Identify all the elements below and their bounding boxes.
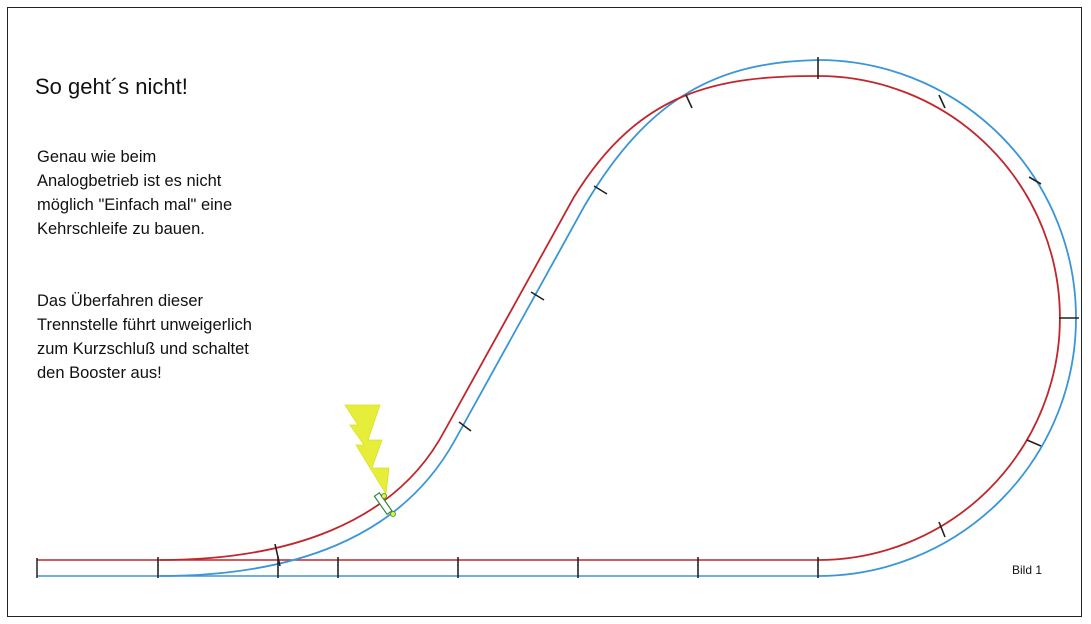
- text-line: Das Überfahren dieser: [37, 292, 203, 310]
- text-line: zum Kurzschluß und schaltet: [37, 340, 249, 358]
- figure-frame: [7, 7, 1082, 617]
- joint-mark: [458, 421, 472, 432]
- joint-mark: [274, 543, 281, 567]
- joint-mark: [1026, 439, 1042, 447]
- gap-point: [381, 493, 387, 499]
- straight-track: [36, 558, 818, 578]
- joint-mark: [938, 94, 946, 109]
- text-line: Trennstelle führt unweigerlich: [37, 316, 252, 334]
- gap-point: [390, 511, 396, 517]
- loop-outer-rail: [159, 59, 1077, 577]
- text-line: Genau wie beim: [37, 148, 157, 166]
- text-line: möglich "Einfach mal" eine: [37, 196, 233, 214]
- text-line: Kehrschleife zu bauen.: [37, 220, 205, 238]
- isolation-gap: [373, 492, 396, 517]
- joint-mark: [1028, 176, 1042, 185]
- lightning-spark-icon: [344, 404, 390, 496]
- joint-mark: [938, 521, 946, 538]
- figure-title: So geht´s nicht!: [35, 74, 188, 99]
- track-joints: [157, 57, 1079, 578]
- joint-mark: [530, 291, 545, 301]
- isolation-gap-marker: [373, 492, 393, 516]
- joint-mark: [685, 94, 693, 109]
- figure-label: Bild 1: [1012, 563, 1043, 577]
- loop-inner-rail: [159, 75, 1061, 561]
- description-paragraph-1: Genau wie beim Analogbetrieb ist es nich…: [37, 145, 377, 241]
- joint-mark: [593, 185, 608, 195]
- text-line: Analogbetrieb ist es nicht: [37, 172, 222, 190]
- description-paragraph-2: Das Überfahren dieser Trennstelle führt …: [37, 289, 377, 385]
- text-line: den Booster aus!: [37, 364, 162, 382]
